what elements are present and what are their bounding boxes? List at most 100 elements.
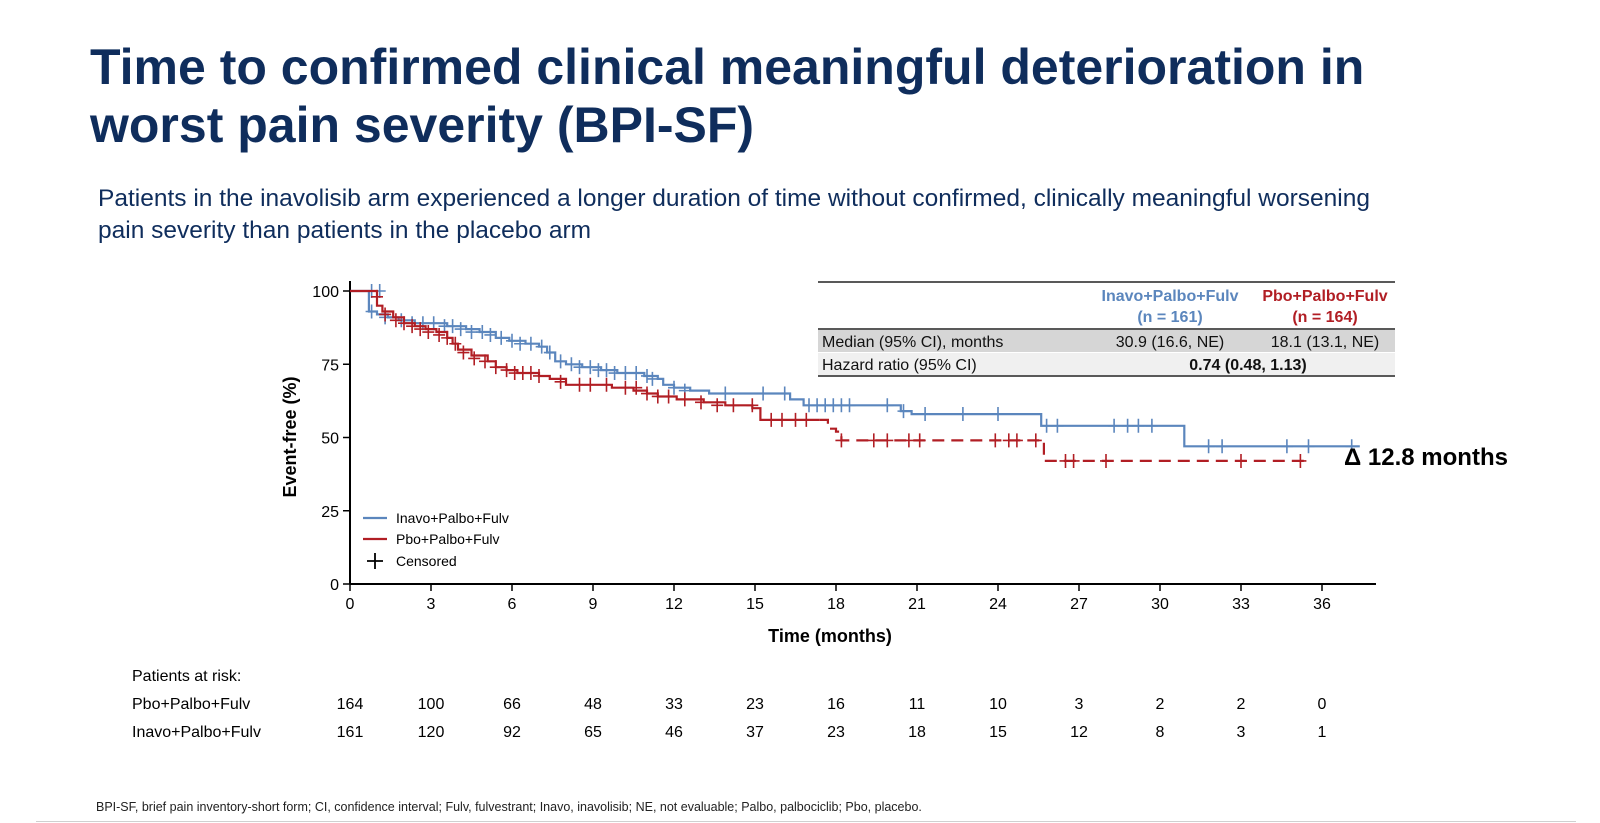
censor-mark-pbo	[573, 377, 586, 392]
censor-mark-inavo	[843, 398, 856, 413]
censor-mark-pbo	[389, 313, 402, 328]
series-line-pbo-dashed	[819, 418, 1309, 462]
risk-cell: 37	[746, 724, 764, 741]
censor-mark-pbo	[776, 412, 788, 427]
censor-mark-pbo	[449, 336, 462, 351]
risk-cell: 18	[908, 724, 926, 741]
table-hr-row-bg	[818, 353, 1395, 375]
table-median-row-bg	[818, 330, 1395, 352]
censor-mark-inavo	[646, 371, 659, 386]
censor-mark-pbo	[489, 360, 502, 375]
censor-mark-pbo	[630, 380, 643, 395]
censor-mark-inavo	[881, 398, 894, 413]
censor-mark-pbo	[414, 322, 427, 337]
table-hr-label: Hazard ratio (95% CI)	[822, 357, 977, 374]
censor-mark-pbo	[1100, 453, 1112, 468]
km-table: Inavo+Palbo+Fulv (n = 161) Pbo+Palbo+Ful…	[818, 281, 1395, 377]
censor-mark-inavo	[608, 366, 621, 381]
risk-cell: 65	[584, 724, 602, 741]
censor-mark-pbo	[433, 327, 446, 342]
y-axis-title: Event-free (%)	[280, 376, 300, 497]
x-tick-label: 0	[346, 596, 355, 613]
table-col-pbo-line1: Pbo+Palbo+Fulv	[1262, 288, 1387, 305]
risk-cell: 2	[1237, 696, 1246, 713]
risk-cell: 3	[1237, 724, 1246, 741]
censor-mark-pbo	[500, 363, 513, 378]
censor-mark-inavo	[1302, 439, 1315, 454]
table-median-pbo: 18.1 (13.1, NE)	[1271, 334, 1380, 351]
censor-mark-pbo	[867, 433, 880, 448]
censor-mark-pbo	[406, 319, 419, 334]
x-tick-label: 33	[1232, 596, 1250, 613]
censor-mark-pbo	[913, 433, 926, 448]
censor-mark-inavo	[535, 339, 548, 354]
censor-mark-inavo	[600, 363, 613, 378]
censor-mark-pbo	[727, 398, 740, 413]
risk-cell: 2	[1156, 696, 1165, 713]
censor-mark-pbo	[468, 351, 481, 366]
censor-mark-inavo	[454, 322, 467, 337]
x-tick-label: 30	[1151, 596, 1169, 613]
x-tick-label: 36	[1313, 596, 1331, 613]
censor-mark-pbo	[711, 398, 724, 413]
risk-cell: 8	[1156, 724, 1165, 741]
censor-mark-pbo	[662, 389, 675, 404]
risk-table-title: Patients at risk:	[132, 668, 241, 685]
censor-mark-inavo	[619, 366, 632, 381]
x-tick-label: 9	[589, 596, 598, 613]
subtitle-line-1: Patients in the inavolisib arm experienc…	[98, 185, 1370, 212]
risk-cell: 16	[827, 696, 845, 713]
censor-mark-inavo	[465, 325, 478, 340]
censor-mark-pbo	[641, 386, 653, 401]
censor-mark-inavo	[584, 360, 597, 375]
slide-title: Time to confirmed clinical meaningful de…	[90, 38, 1510, 154]
censor-mark-inavo	[1108, 418, 1121, 433]
censor-mark-inavo	[565, 357, 578, 372]
censor-mark-inavo	[897, 404, 910, 419]
censor-mark-pbo	[835, 433, 848, 448]
censor-mark-pbo	[1294, 453, 1307, 468]
footnote: BPI-SF, brief pain inventory-short form;…	[96, 800, 922, 814]
x-tick-label: 21	[908, 596, 926, 613]
censor-mark-inavo	[476, 325, 489, 340]
censor-mark-inavo	[719, 386, 732, 401]
censor-mark-pbo	[1029, 433, 1042, 448]
risk-cell: 161	[337, 724, 364, 741]
table-hr-value: 0.74 (0.48, 1.13)	[1189, 357, 1306, 374]
title-line-1: Time to confirmed clinical meaningful de…	[90, 39, 1365, 95]
censor-mark-inavo	[1280, 439, 1293, 454]
censor-mark-pbo	[746, 398, 759, 413]
censor-mark-inavo	[573, 360, 586, 375]
y-tick-label: 25	[321, 504, 339, 521]
censor-mark-inavo	[484, 327, 497, 342]
table-col-inavo-line1: Inavo+Palbo+Fulv	[1102, 288, 1239, 305]
censor-mark-pbo	[479, 354, 491, 369]
censor-mark-inavo	[1145, 418, 1158, 433]
censor-mark-pbo	[651, 389, 664, 404]
censor-mark-pbo	[457, 345, 470, 360]
censor-mark-pbo	[422, 325, 435, 340]
y-tick-label: 50	[321, 431, 339, 448]
table-median-inavo: 30.9 (16.6, NE)	[1116, 334, 1225, 351]
delta-annotation: Δ 12.8 months	[1344, 444, 1508, 471]
risk-cell: 3	[1075, 696, 1084, 713]
censor-mark-pbo	[554, 374, 567, 389]
x-tick-label: 12	[665, 596, 683, 613]
risk-cell: 164	[337, 696, 364, 713]
censor-mark-inavo	[365, 304, 378, 319]
censor-mark-pbo	[800, 412, 813, 427]
censor-mark-inavo	[1132, 418, 1145, 433]
x-tick-label: 6	[508, 596, 517, 613]
risk-cell: 92	[503, 724, 521, 741]
censor-mark-pbo	[379, 307, 392, 322]
censor-mark-pbo	[398, 316, 410, 331]
x-axis-title: Time (months)	[768, 626, 892, 646]
x-tick-label: 18	[827, 596, 845, 613]
risk-row-label: Inavo+Palbo+Fulv	[132, 724, 261, 741]
censor-mark-inavo	[495, 330, 508, 345]
censor-mark-pbo	[619, 380, 632, 395]
censor-mark-inavo	[427, 316, 440, 331]
censor-mark-inavo	[1216, 439, 1229, 454]
risk-cell: 66	[503, 696, 521, 713]
risk-cell: 46	[665, 724, 683, 741]
